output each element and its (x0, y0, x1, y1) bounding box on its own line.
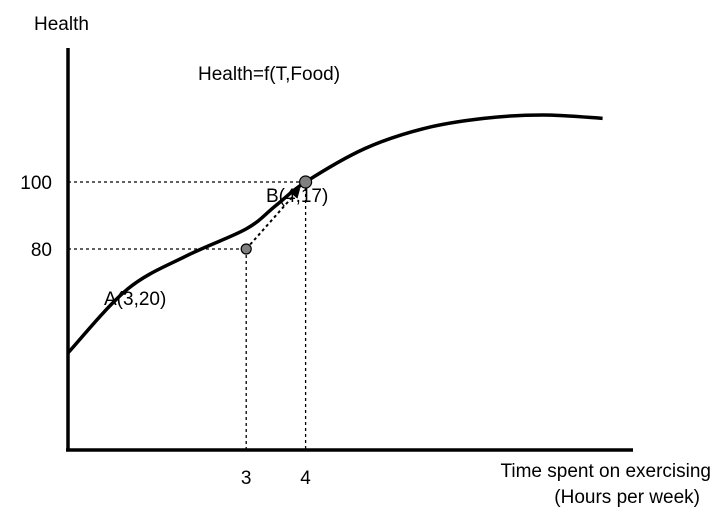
y-axis-label: Health (34, 14, 89, 35)
point-label-B: B(4,17) (266, 186, 328, 207)
plot-area: 80 100 3 4 A(3,20) B(4,17) (20, 113, 603, 489)
health-curve (66, 113, 603, 355)
point-A (240, 243, 252, 255)
y-tick-label-100: 100 (20, 173, 52, 194)
movement-arrow (245, 187, 301, 250)
x-axis-label-line2: (Hours per week) (554, 487, 700, 508)
y-tick-label-80: 80 (31, 240, 52, 261)
chart-title: Health=f(T,Food) (198, 64, 340, 85)
x-axis-label-line1: Time spent on exercising (500, 461, 711, 482)
point-B (299, 175, 313, 189)
point-label-A: A(3,20) (104, 289, 166, 310)
x-tick-label-4: 4 (300, 468, 311, 489)
x-tick-label-3: 3 (241, 468, 252, 489)
